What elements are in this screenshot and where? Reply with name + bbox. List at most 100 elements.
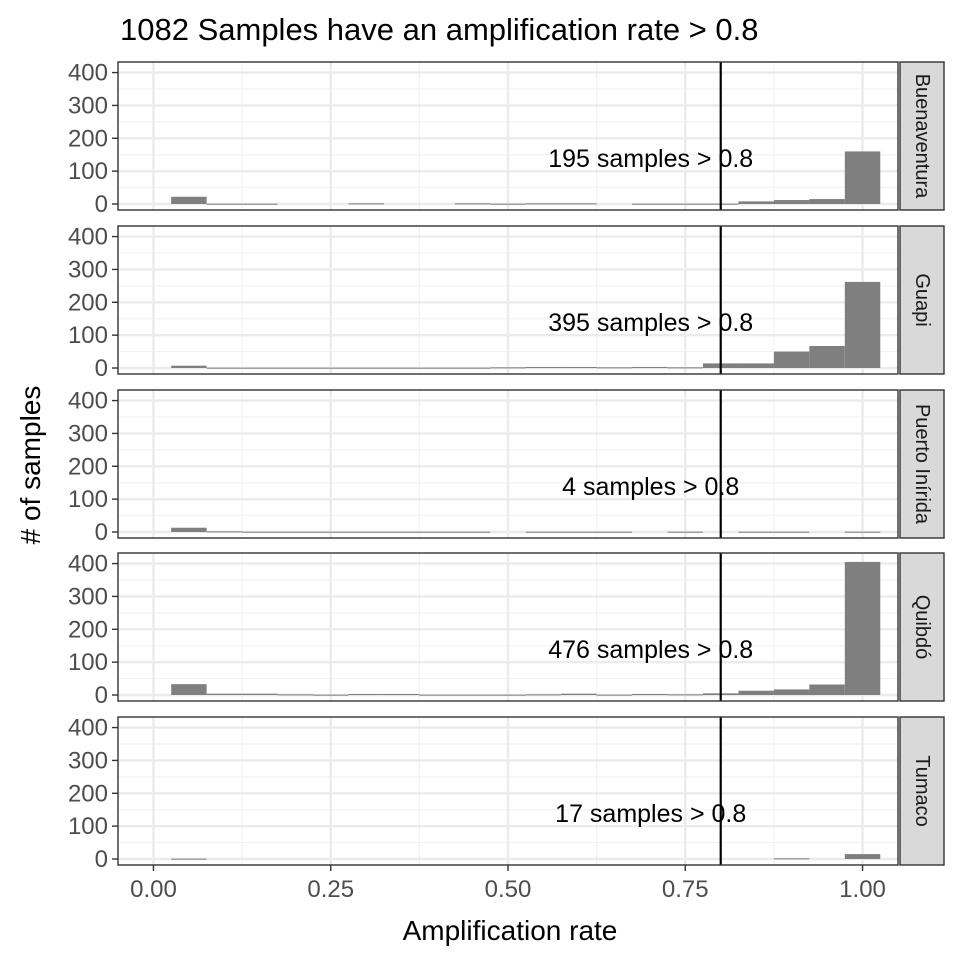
histogram-bar	[667, 367, 703, 369]
histogram-bar	[171, 684, 207, 695]
facet-panel-puerto-in-rida: 4 samples > 0.8 0 100 200 300 400 Puerto Iníri…	[68, 388, 945, 546]
y-tick-label: 100	[68, 649, 108, 676]
x-axis: 0.00 0.25 0.50 0.75 1.00	[130, 865, 886, 903]
y-tick-label: 0	[95, 846, 108, 873]
histogram-bar	[773, 858, 810, 860]
histogram-bar	[348, 694, 384, 696]
panel-border	[117, 61, 899, 211]
histogram-bar	[525, 531, 562, 533]
y-tick-label: 200	[68, 125, 108, 152]
histogram-bar	[525, 367, 562, 369]
histogram-bar	[773, 200, 810, 204]
panel-border	[117, 225, 899, 375]
histogram-bar	[277, 367, 313, 369]
histogram-bar	[809, 199, 845, 204]
y-tick-label: 400	[68, 715, 108, 742]
histogram-bar	[738, 690, 774, 695]
histogram-bar	[667, 694, 703, 696]
histogram-bar	[313, 367, 349, 369]
histogram-bar	[773, 351, 810, 368]
histogram-bar	[561, 203, 597, 205]
histogram-bar	[667, 531, 703, 533]
histogram-bar	[171, 527, 207, 532]
facet-strip	[899, 552, 945, 702]
x-tick-label: 1.00	[839, 876, 886, 903]
histogram-bar	[206, 203, 243, 205]
y-tick-label: 300	[68, 420, 108, 447]
histogram-bar	[348, 203, 384, 205]
histogram-bar	[525, 694, 562, 696]
histogram-bar	[454, 694, 491, 696]
y-tick-label: 400	[68, 224, 108, 251]
y-tick-label: 100	[68, 322, 108, 349]
y-tick-label: 400	[68, 551, 108, 578]
histogram-bar	[348, 367, 384, 369]
panel-annotation: 476 samples > 0.8	[548, 636, 753, 664]
panel-annotation: 395 samples > 0.8	[548, 309, 753, 337]
histogram-bar	[454, 367, 491, 369]
x-axis-title: Amplification rate	[403, 915, 618, 946]
histogram-bar	[419, 694, 455, 696]
histogram-bar	[596, 694, 633, 696]
histogram-bar	[206, 367, 243, 369]
histogram-bar	[490, 367, 526, 369]
y-tick-label: 100	[68, 813, 108, 840]
facet-strip	[899, 389, 945, 539]
histogram-bar	[773, 689, 810, 695]
histogram-bar	[171, 858, 207, 860]
histogram-bar	[561, 367, 597, 369]
facet-panel-tumaco: 17 samples > 0.8 0 100 200 300 400 Tumaco	[68, 715, 945, 873]
histogram-bar	[632, 203, 668, 205]
histogram-bar	[419, 367, 455, 369]
histogram-bar	[383, 694, 420, 696]
y-tick-label: 0	[95, 191, 108, 218]
chart-title: 1082 Samples have an amplification rate …	[120, 12, 758, 47]
facet-panels: 195 samples > 0.8 0 100 200 300 400 Buenaventu…	[68, 60, 945, 873]
facet-strip-label: Buenaventura	[911, 74, 933, 199]
histogram-bar	[561, 531, 597, 533]
y-tick-label: 0	[95, 519, 108, 546]
panel-annotation: 17 samples > 0.8	[555, 800, 746, 828]
histogram-bar	[419, 531, 455, 533]
facet-strip	[899, 61, 945, 211]
histogram-bar	[206, 693, 243, 695]
histogram-bar	[383, 367, 420, 369]
histogram-bar	[561, 693, 597, 695]
histogram-bar	[844, 151, 881, 204]
histogram-bar	[277, 531, 313, 533]
histogram-bar	[242, 203, 278, 205]
histogram-bar	[632, 367, 668, 369]
histogram-bar	[242, 693, 278, 695]
y-tick-label: 300	[68, 747, 108, 774]
facet-strip	[899, 225, 945, 375]
panel-annotation: 195 samples > 0.8	[548, 145, 753, 173]
histogram-bar	[525, 203, 562, 205]
histogram-bar	[738, 201, 774, 204]
histogram-bar	[667, 203, 703, 205]
y-tick-label: 200	[68, 289, 108, 316]
histogram-bar	[454, 531, 491, 533]
histogram-bar	[773, 531, 810, 533]
panel-annotation: 4 samples > 0.8	[562, 473, 739, 501]
histogram-bar	[277, 694, 313, 696]
histogram-bar	[490, 203, 526, 205]
histogram-bar	[738, 363, 774, 368]
facet-strip-label: Guapi	[911, 273, 933, 326]
histogram-bar	[844, 561, 881, 695]
y-tick-label: 200	[68, 780, 108, 807]
facet-panel-quibd-: 476 samples > 0.8 0 100 200 300 400 Quibdó	[68, 551, 945, 709]
facet-strip	[899, 716, 945, 866]
histogram-bar	[242, 367, 278, 369]
histogram-bar	[313, 531, 349, 533]
facet-panel-buenaventura: 195 samples > 0.8 0 100 200 300 400 Buenaventu…	[68, 60, 945, 218]
y-tick-label: 100	[68, 486, 108, 513]
histogram-bar	[596, 367, 633, 369]
y-tick-label: 300	[68, 256, 108, 283]
histogram-bar	[313, 694, 349, 696]
histogram-bar	[490, 694, 526, 696]
y-tick-label: 0	[95, 682, 108, 709]
facet-strip-label: Puerto Inírida	[911, 404, 933, 525]
y-tick-label: 300	[68, 583, 108, 610]
histogram-bar	[844, 854, 881, 859]
